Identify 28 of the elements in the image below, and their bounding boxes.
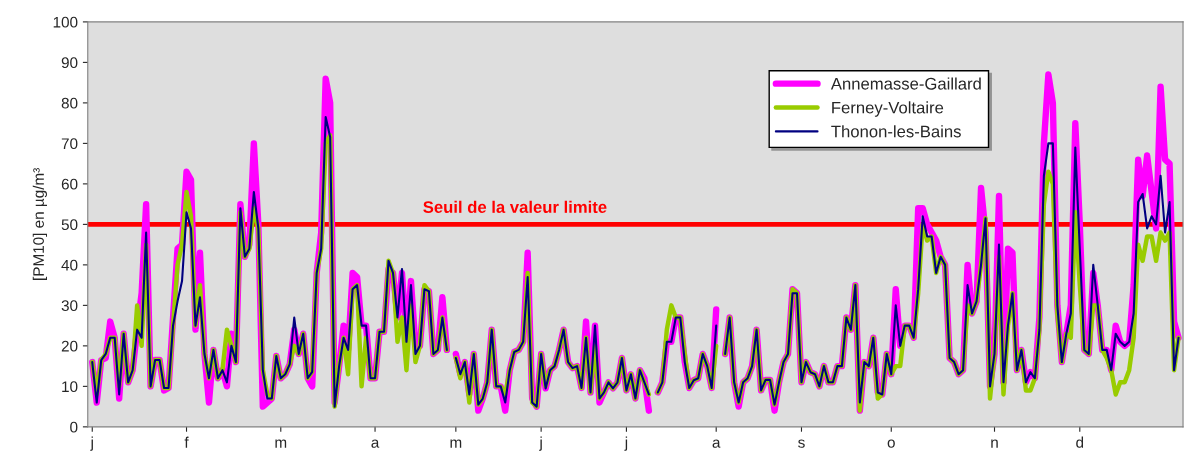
y-tick-label: 70: [61, 138, 78, 150]
x-tick-label: m: [275, 439, 287, 448]
y-tick-label: 60: [61, 178, 78, 190]
x-tick-label: n: [991, 439, 998, 448]
y-axis-title: [PM10] en µg/m³: [32, 168, 47, 280]
y-tick-label: 30: [61, 300, 78, 312]
x-tick-label: a: [371, 439, 380, 448]
y-tick-label: 20: [61, 340, 78, 352]
y-tick-label: 90: [61, 57, 78, 69]
x-tick-label: a: [712, 439, 721, 448]
x-tick-label: j: [624, 436, 628, 451]
x-tick-label: s: [798, 439, 805, 448]
y-tick-label: 100: [53, 16, 78, 28]
x-tick-label: m: [450, 439, 462, 448]
legend-label: Thonon-les-Bains: [831, 125, 961, 138]
x-tick-label: f: [184, 436, 189, 448]
legend-label: Annemasse-Gaillard: [830, 77, 981, 90]
x-tick-label: j: [539, 436, 542, 451]
y-tick-label: 50: [61, 219, 78, 231]
ref-line-label: Seuil de la valeur limite: [423, 200, 607, 213]
y-tick-label: 80: [61, 97, 78, 109]
y-tick-label: 40: [61, 259, 78, 271]
legend-label: Ferney-Voltaire: [832, 101, 944, 117]
y-tick-label: 10: [62, 381, 78, 393]
y-tick-label: 0: [70, 421, 78, 433]
x-tick-label: j: [90, 436, 93, 451]
x-tick-label: o: [887, 439, 895, 448]
x-tick-label: d: [1076, 436, 1084, 448]
